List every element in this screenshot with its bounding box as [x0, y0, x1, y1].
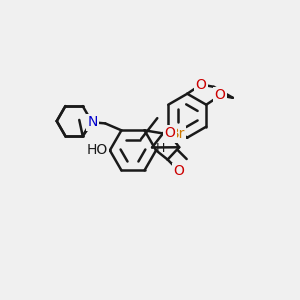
- Text: O: O: [164, 126, 175, 140]
- Text: O: O: [196, 77, 206, 92]
- Text: Br: Br: [169, 127, 184, 141]
- Text: O: O: [174, 164, 184, 178]
- Text: H: H: [155, 142, 165, 155]
- Text: N: N: [87, 115, 98, 129]
- Text: HO: HO: [86, 143, 108, 157]
- Text: O: O: [215, 88, 226, 103]
